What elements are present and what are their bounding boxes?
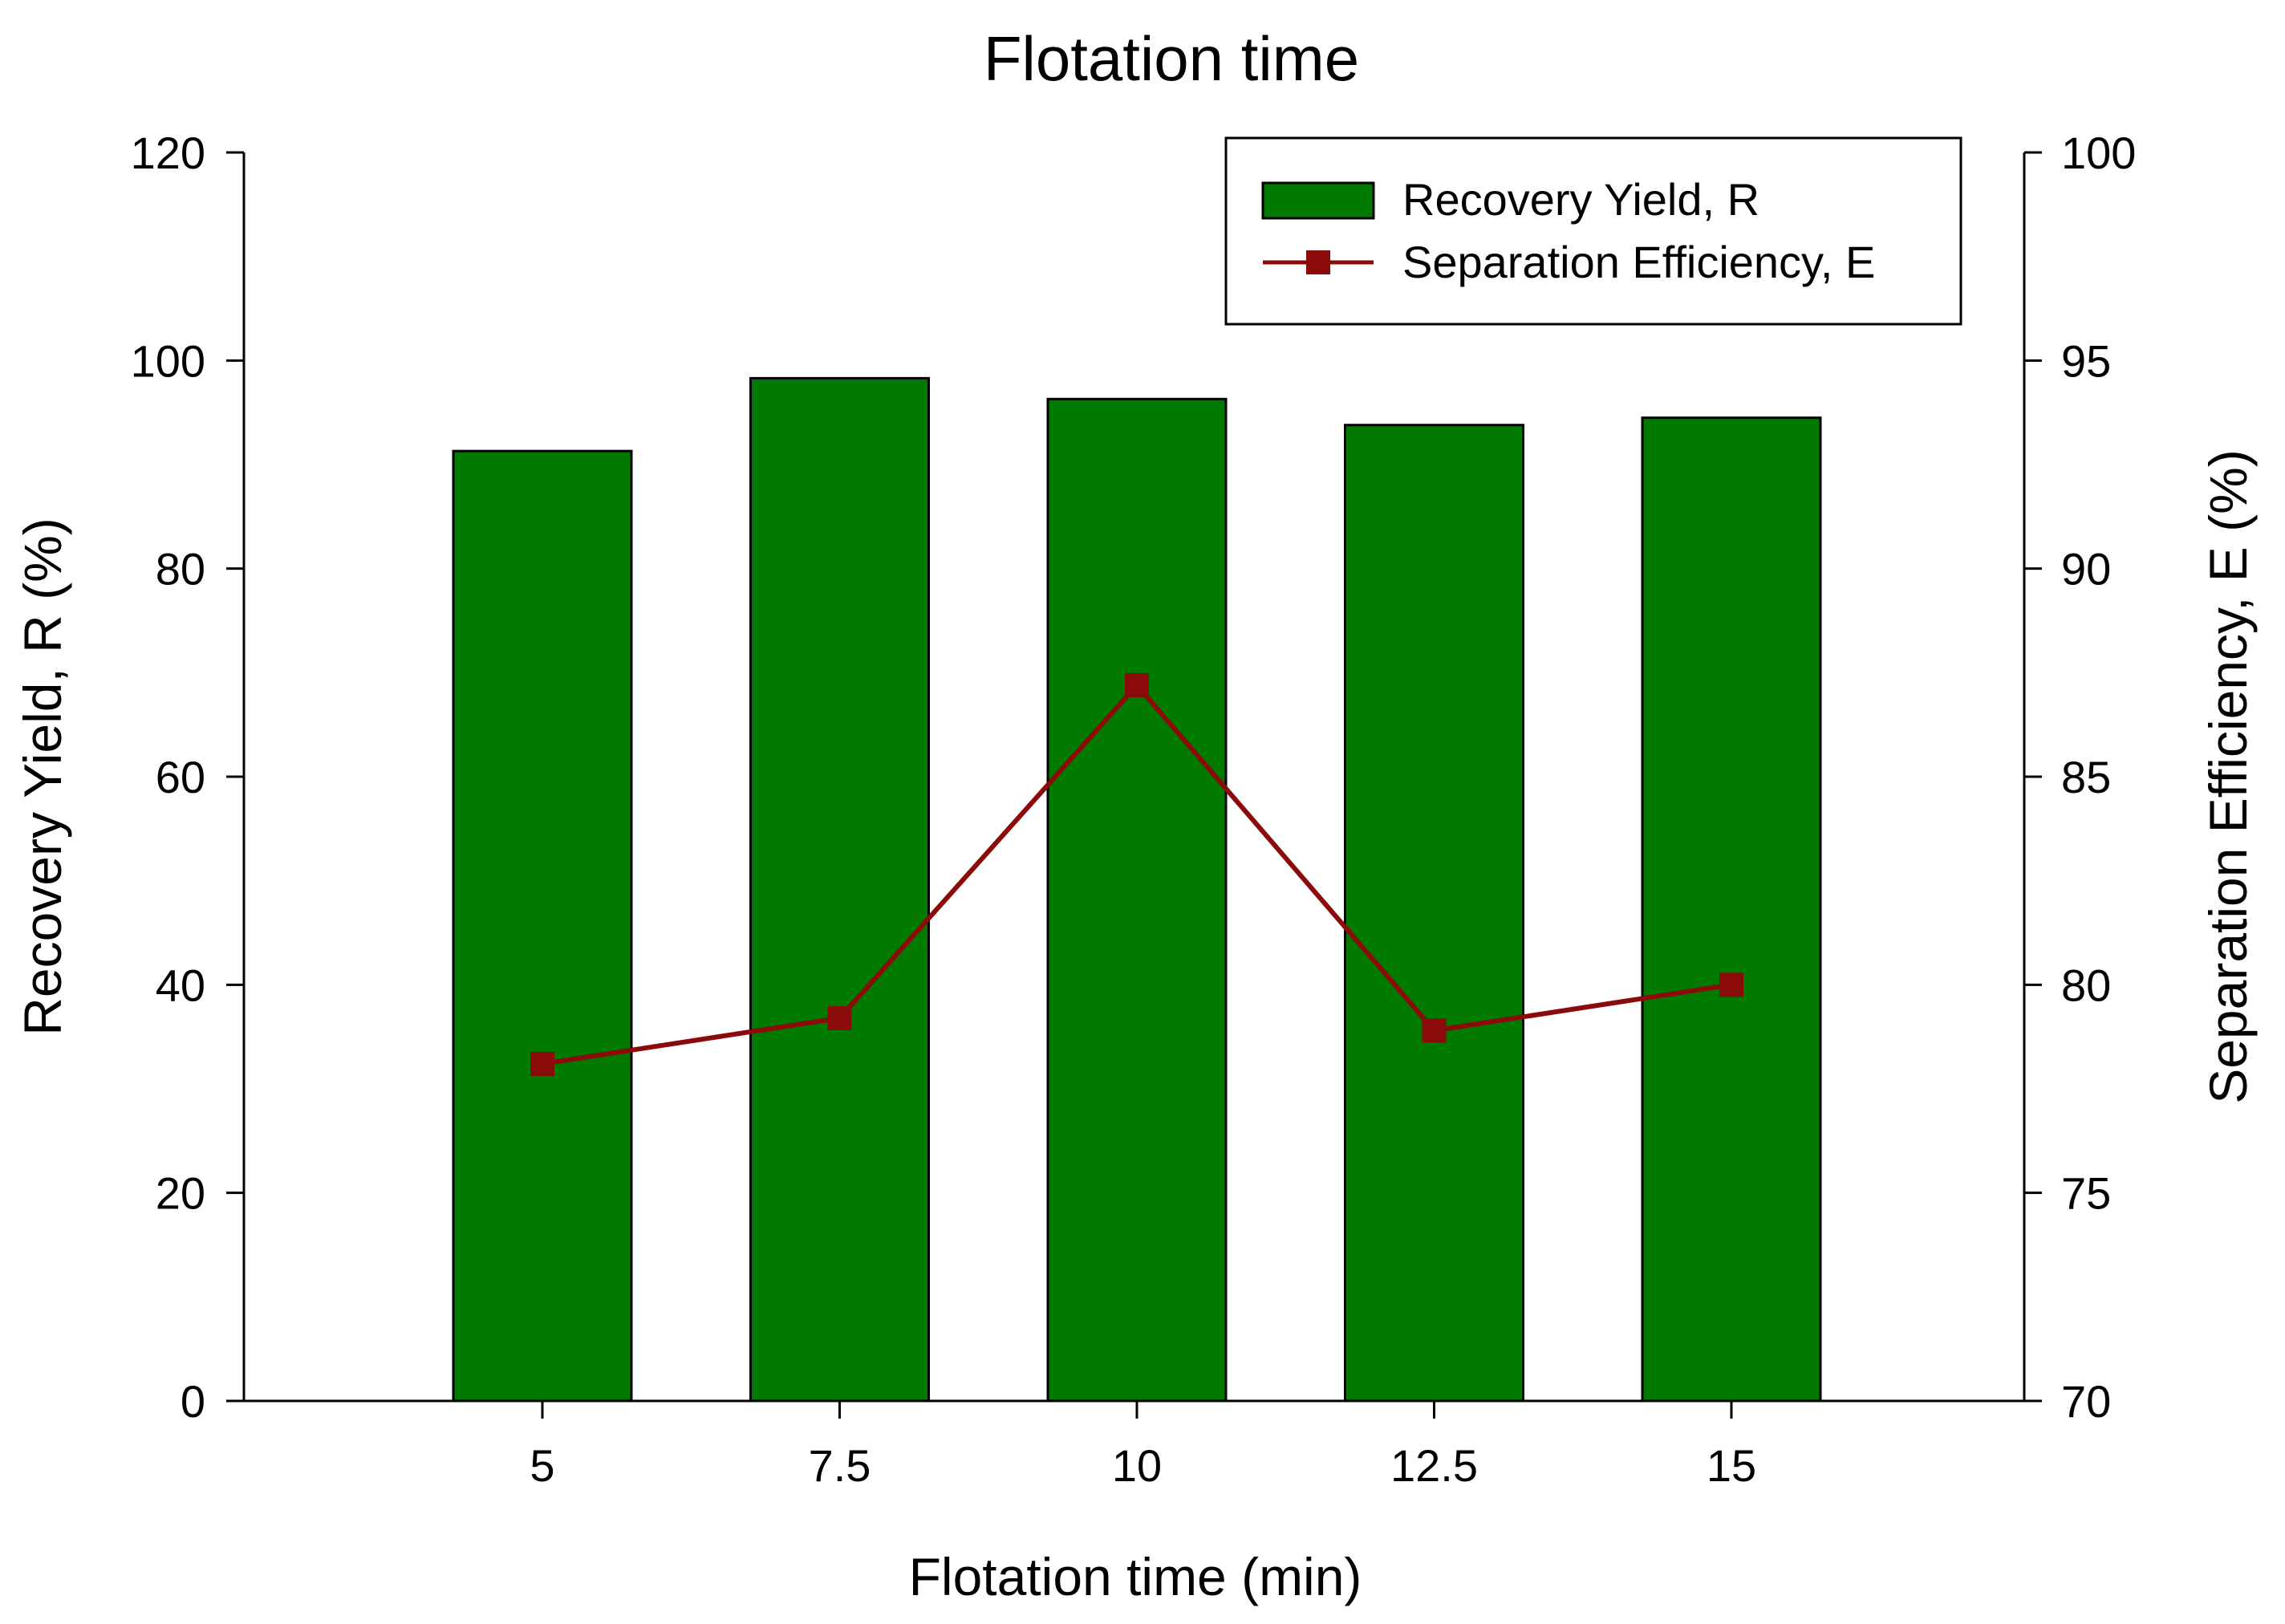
bar-7.5 <box>749 376 930 1403</box>
right-tick-label-100: 100 <box>2061 128 2136 178</box>
right-tick-label-75: 75 <box>2061 1168 2111 1219</box>
right-tick-label-85: 85 <box>2061 752 2111 802</box>
line-series-separation-efficiency <box>530 672 1743 1076</box>
right-y-axis-label: Separation Efficiency, E (%) <box>2198 449 2258 1104</box>
separation-efficiency-point-10 <box>1125 672 1149 697</box>
left-y-axis-label: Recovery Yield, R (%) <box>13 518 72 1036</box>
right-y-axis-ticks: 70 75 80 85 90 95 100 <box>2024 128 2136 1427</box>
left-tick-label-80: 80 <box>156 544 205 595</box>
left-tick-label-60: 60 <box>156 752 205 802</box>
left-tick-label-120: 120 <box>131 128 205 178</box>
x-axis-label: Flotation time (min) <box>909 1547 1362 1606</box>
bar-12.5 <box>1344 424 1524 1403</box>
right-tick-label-80: 80 <box>2061 960 2111 1010</box>
separation-efficiency-point-15 <box>1719 972 1743 997</box>
bar-15 <box>1641 416 1822 1403</box>
x-tick-label-7.5: 7.5 <box>809 1440 871 1491</box>
x-tick-label-15: 15 <box>1707 1440 1756 1491</box>
bar-5 <box>452 449 633 1403</box>
legend-separation-efficiency-marker <box>1306 250 1330 274</box>
left-y-axis-ticks: 0 20 40 60 80 100 120 <box>131 128 244 1427</box>
legend-recovery-yield-swatch <box>1261 181 1375 220</box>
legend-separation-efficiency-label: Separation Efficiency, E <box>1402 237 1875 287</box>
legend-box <box>1224 136 1962 326</box>
right-tick-label-90: 90 <box>2061 544 2111 595</box>
x-tick-label-10: 10 <box>1112 1440 1162 1491</box>
legend: Recovery Yield, R Separation Efficiency,… <box>1224 136 1962 326</box>
x-tick-label-5: 5 <box>530 1440 554 1491</box>
bar-series-recovery-yield <box>452 376 1822 1403</box>
x-axis-ticks: 5 7.5 10 12.5 15 <box>530 1401 1756 1491</box>
left-tick-label-0: 0 <box>181 1376 205 1427</box>
chart-title: Flotation time <box>984 23 1359 94</box>
legend-recovery-yield-label: Recovery Yield, R <box>1402 174 1759 225</box>
separation-efficiency-point-5 <box>530 1051 554 1076</box>
left-tick-label-20: 20 <box>156 1168 205 1219</box>
separation-efficiency-point-7.5 <box>827 1005 852 1030</box>
left-tick-label-40: 40 <box>156 960 205 1010</box>
right-tick-label-70: 70 <box>2061 1376 2111 1427</box>
x-tick-label-12.5: 12.5 <box>1390 1440 1478 1491</box>
separation-efficiency-point-12.5 <box>1422 1018 1447 1043</box>
left-tick-label-100: 100 <box>131 335 205 386</box>
bar-10 <box>1046 397 1228 1403</box>
right-tick-label-95: 95 <box>2061 335 2111 386</box>
